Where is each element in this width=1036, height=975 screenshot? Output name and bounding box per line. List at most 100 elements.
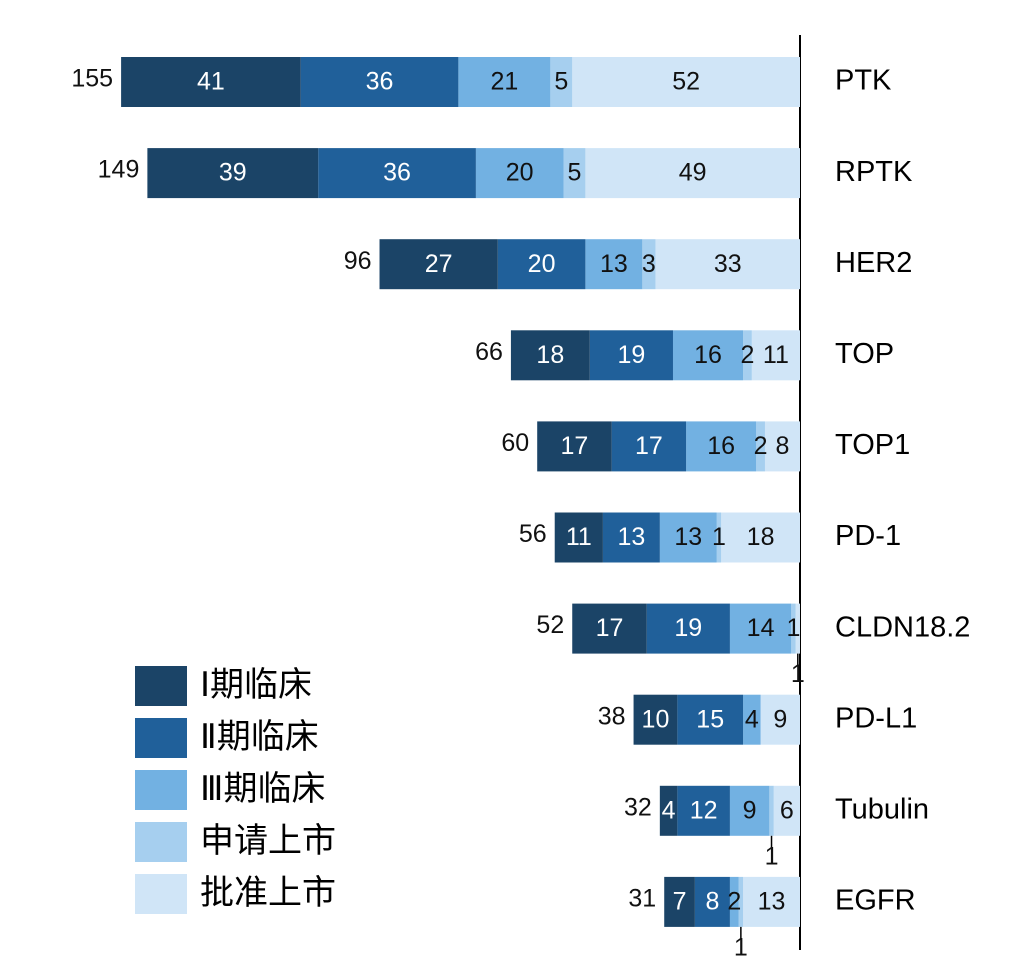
legend-swatch <box>135 822 187 862</box>
bar-segment <box>379 239 498 290</box>
legend-label: Ⅱ期临床 <box>200 718 319 756</box>
value-label: 2 <box>754 432 768 460</box>
bar-segment <box>677 785 730 836</box>
bar-segment <box>554 512 603 563</box>
value-label: 17 <box>596 614 624 642</box>
value-label: 12 <box>690 796 718 824</box>
total-label: 32 <box>624 793 652 821</box>
value-label: 49 <box>679 159 707 187</box>
total-label: 52 <box>536 611 564 639</box>
bar-segment <box>121 57 301 107</box>
category-label: RPTK <box>835 156 913 188</box>
value-label: 1 <box>786 614 800 642</box>
value-label: 21 <box>490 68 518 96</box>
value-label: 10 <box>642 705 670 733</box>
value-label: 4 <box>745 705 759 733</box>
total-label: 155 <box>71 65 113 93</box>
bar-segment <box>756 421 765 472</box>
value-label: 9 <box>743 796 757 824</box>
bar-segment <box>760 694 800 745</box>
bar-segment <box>694 876 730 927</box>
value-label: 17 <box>635 432 663 460</box>
bar-segment <box>458 57 551 107</box>
legend-label: Ⅲ期临床 <box>200 770 325 808</box>
value-label: 11 <box>566 523 592 551</box>
bar-segment <box>721 512 800 563</box>
value-label: 15 <box>696 705 724 733</box>
bar-segment <box>589 330 673 381</box>
value-label: 7 <box>673 888 687 916</box>
value-label: 33 <box>714 250 742 278</box>
value-label: 1 <box>765 842 779 870</box>
bar-segment <box>475 148 564 199</box>
bar-segment <box>677 694 744 745</box>
value-label: 5 <box>567 159 581 187</box>
value-label: 13 <box>600 250 628 278</box>
value-label: 20 <box>506 159 534 187</box>
legend-label: 批准上市 <box>200 874 336 912</box>
bar-segment <box>769 785 774 836</box>
bar-segment <box>550 57 573 107</box>
total-label: 60 <box>501 429 529 457</box>
legend-swatch <box>135 666 187 706</box>
bar-segment <box>729 603 792 654</box>
value-label: 17 <box>561 432 589 460</box>
legend-swatch <box>135 718 187 758</box>
value-label: 1 <box>734 934 748 962</box>
bar-segment <box>729 785 770 836</box>
value-label: 5 <box>554 68 568 96</box>
category-label: TOP1 <box>835 429 910 461</box>
value-label: 13 <box>758 888 786 916</box>
bar-segment <box>655 239 800 290</box>
value-label: 1 <box>791 660 805 688</box>
value-label: 9 <box>773 705 787 733</box>
value-label: 3 <box>642 250 656 278</box>
bar-segment <box>659 512 717 563</box>
value-label: 2 <box>727 888 741 916</box>
bar-segment <box>572 57 800 107</box>
bar-segment <box>585 239 643 290</box>
bar-segment <box>611 421 687 472</box>
bar-segment <box>686 421 757 472</box>
value-label: 36 <box>366 68 394 96</box>
value-label: 16 <box>694 341 722 369</box>
category-label: TOP <box>835 338 894 370</box>
bar-segment <box>300 57 459 107</box>
value-label: 1 <box>712 523 726 551</box>
bar-segment <box>743 876 800 927</box>
value-label: 39 <box>219 159 247 187</box>
bar-segment <box>716 512 722 563</box>
bar-segment <box>791 603 796 654</box>
bar-segment <box>743 694 761 745</box>
value-label: 8 <box>705 888 719 916</box>
total-label: 96 <box>344 247 372 275</box>
total-label: 149 <box>98 156 140 184</box>
category-label: HER2 <box>835 247 912 279</box>
category-label: EGFR <box>835 885 916 917</box>
value-label: 13 <box>617 523 645 551</box>
category-label: Tubulin <box>835 793 929 825</box>
value-label: 27 <box>425 250 453 278</box>
legend-swatch <box>135 874 187 914</box>
bar-segment <box>572 603 647 654</box>
value-label: 19 <box>674 614 702 642</box>
total-label: 31 <box>628 885 656 913</box>
bar-segment <box>729 876 739 927</box>
category-label: CLDN18.2 <box>835 611 970 643</box>
value-label: 11 <box>763 341 789 369</box>
bar-segment <box>585 148 800 199</box>
total-label: 56 <box>519 520 547 548</box>
bar-segment <box>147 148 319 199</box>
bar-segment <box>659 785 678 836</box>
bar-segment <box>764 421 800 472</box>
bar-segment <box>563 148 586 199</box>
bar-segment <box>537 421 612 472</box>
total-label: 66 <box>475 338 503 366</box>
bar-segment <box>646 603 730 654</box>
bar-segment <box>510 330 590 381</box>
legend-label: Ⅰ期临床 <box>200 666 312 704</box>
value-label: 36 <box>383 159 411 187</box>
category-label: PD-1 <box>835 520 901 552</box>
value-label: 13 <box>674 523 702 551</box>
